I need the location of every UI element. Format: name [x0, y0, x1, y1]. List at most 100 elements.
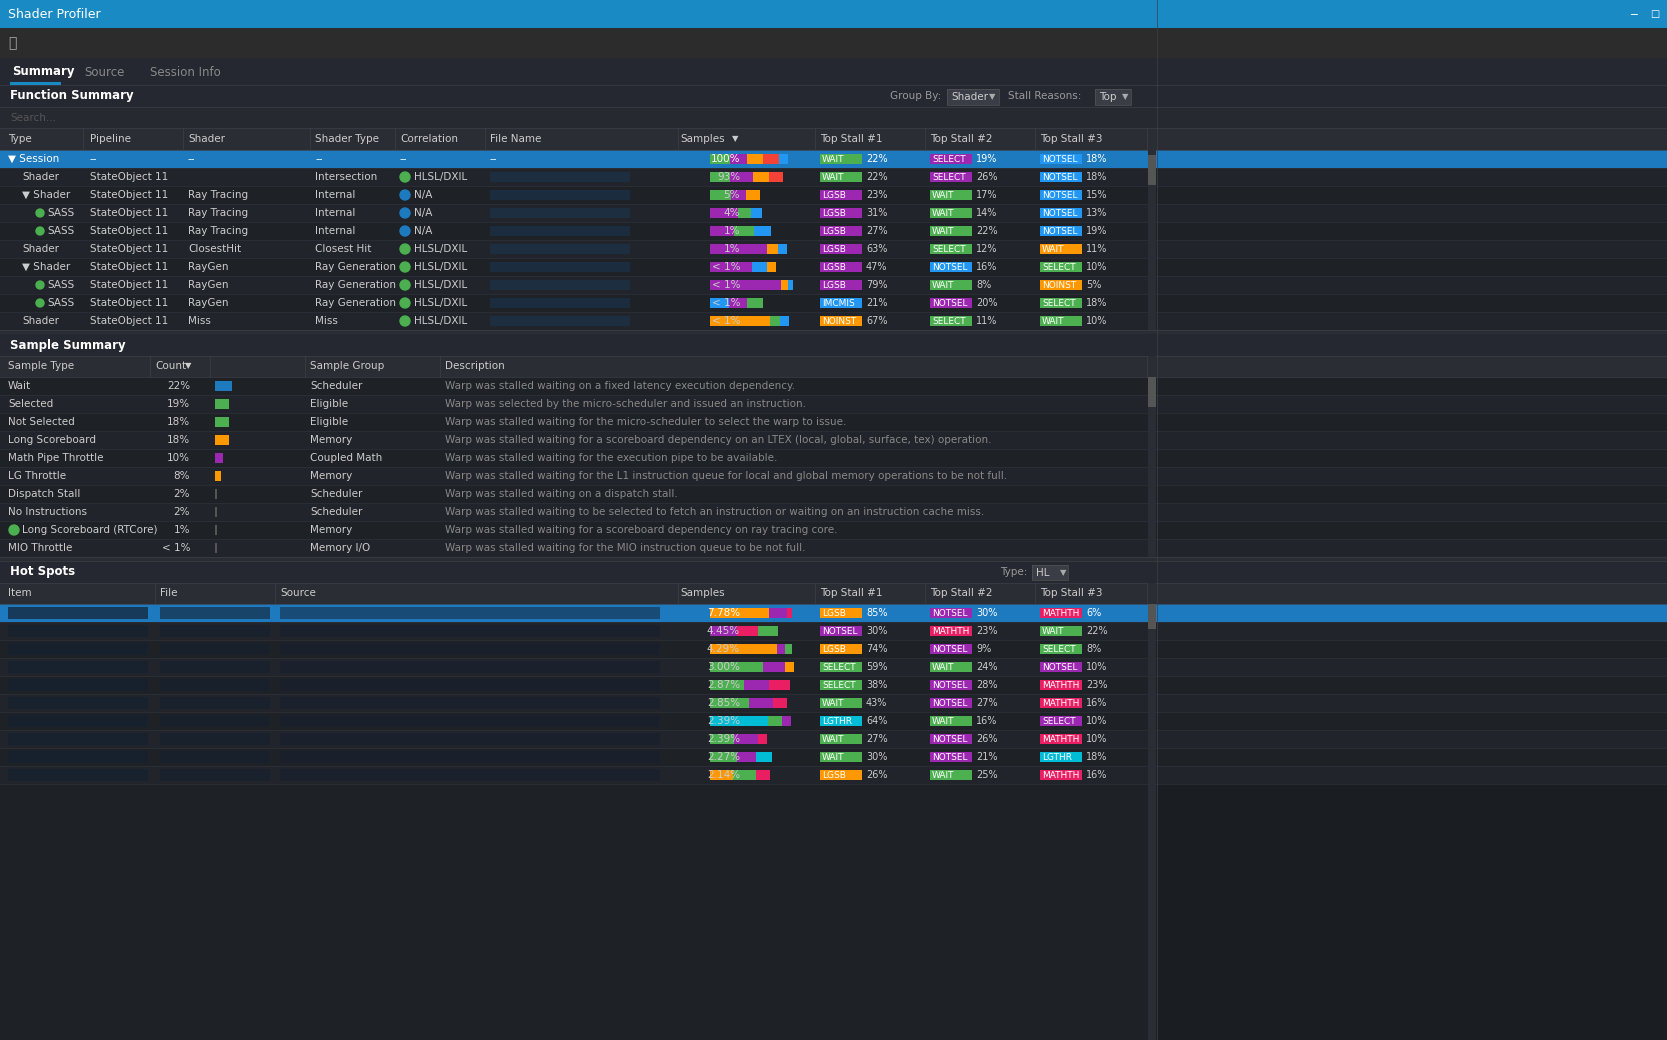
Bar — [490, 298, 630, 308]
Bar — [710, 716, 767, 726]
Bar — [215, 435, 228, 445]
Text: 19%: 19% — [1085, 226, 1107, 236]
Text: Samples: Samples — [680, 588, 725, 598]
Text: Long Scoreboard: Long Scoreboard — [8, 435, 97, 445]
Bar — [930, 698, 972, 708]
Text: Shader Profiler: Shader Profiler — [8, 7, 100, 21]
Bar — [710, 262, 752, 272]
Text: Shader Type: Shader Type — [315, 134, 378, 144]
Bar — [820, 262, 862, 272]
Bar — [733, 226, 753, 236]
Text: Ray Generation: Ray Generation — [315, 280, 397, 290]
Text: 100%: 100% — [710, 154, 740, 164]
Text: 2%: 2% — [173, 489, 190, 499]
Text: StateObject 11: StateObject 11 — [90, 280, 168, 290]
Bar — [785, 662, 793, 672]
Text: LGSB: LGSB — [822, 771, 845, 780]
Text: Wait: Wait — [8, 381, 32, 391]
Bar — [215, 471, 222, 480]
Text: LGSB: LGSB — [822, 244, 845, 254]
Text: 2%: 2% — [173, 506, 190, 517]
Bar — [733, 734, 758, 744]
Text: ▼ Session: ▼ Session — [8, 154, 60, 164]
Bar — [8, 625, 148, 636]
Bar — [280, 733, 660, 745]
Text: 18%: 18% — [1085, 154, 1107, 164]
Text: 18%: 18% — [1085, 172, 1107, 182]
Text: 5%: 5% — [723, 190, 740, 200]
Text: 16%: 16% — [1085, 698, 1107, 708]
Text: 64%: 64% — [865, 716, 887, 726]
Text: 23%: 23% — [1085, 680, 1107, 690]
Bar — [780, 316, 788, 326]
Text: 2.39%: 2.39% — [707, 716, 740, 726]
Bar — [777, 244, 787, 254]
Bar — [782, 716, 792, 726]
Text: 21%: 21% — [975, 752, 997, 762]
Text: 6%: 6% — [1085, 608, 1102, 618]
Text: 24%: 24% — [975, 662, 997, 672]
Text: 8%: 8% — [173, 471, 190, 480]
Bar — [1040, 698, 1082, 708]
Bar — [1040, 734, 1082, 744]
Bar — [0, 748, 1667, 766]
Text: 79%: 79% — [865, 280, 887, 290]
Text: 25%: 25% — [975, 770, 997, 780]
Bar — [930, 752, 972, 762]
Text: Top Stall #2: Top Stall #2 — [930, 588, 992, 598]
Bar — [0, 28, 1667, 58]
Text: Warp was stalled waiting for the micro-scheduler to select the warp to issue.: Warp was stalled waiting for the micro-s… — [445, 417, 847, 427]
Text: 43%: 43% — [865, 698, 887, 708]
Bar — [930, 298, 972, 308]
Text: RayGen: RayGen — [188, 298, 228, 308]
Text: Ray Generation: Ray Generation — [315, 262, 397, 272]
Circle shape — [400, 298, 410, 308]
Bar — [930, 208, 972, 218]
Text: 63%: 63% — [865, 244, 887, 254]
Text: Ray Tracing: Ray Tracing — [188, 226, 248, 236]
Text: 3.00%: 3.00% — [707, 662, 740, 672]
Bar — [0, 467, 1667, 485]
Bar — [820, 172, 862, 182]
Text: < 1%: < 1% — [712, 262, 740, 272]
Text: SELECT: SELECT — [932, 244, 965, 254]
Text: 4.45%: 4.45% — [707, 626, 740, 636]
Bar — [0, 0, 1667, 28]
Text: 26%: 26% — [975, 734, 997, 744]
Text: WAIT: WAIT — [932, 190, 955, 200]
Text: Warp was stalled waiting for a scoreboard dependency on an LTEX (local, global, : Warp was stalled waiting for a scoreboar… — [445, 435, 992, 445]
Bar — [0, 150, 1667, 168]
Bar — [0, 730, 1667, 748]
Bar — [747, 190, 760, 200]
Bar — [752, 262, 767, 272]
Text: 2.39%: 2.39% — [707, 734, 740, 744]
Text: 10%: 10% — [1085, 662, 1107, 672]
Bar — [1040, 662, 1082, 672]
Bar — [930, 244, 972, 254]
Bar — [930, 226, 972, 236]
Text: 16%: 16% — [975, 716, 997, 726]
Bar — [0, 622, 1667, 640]
Bar — [1032, 565, 1069, 580]
Bar — [787, 608, 792, 618]
Bar — [710, 680, 743, 690]
Bar — [730, 154, 747, 164]
Bar — [160, 643, 270, 655]
Text: Closest Hit: Closest Hit — [315, 244, 372, 254]
Text: Warp was stalled waiting for the L1 instruction queue for local and global memor: Warp was stalled waiting for the L1 inst… — [445, 471, 1007, 480]
Bar — [763, 154, 778, 164]
Bar — [1032, 565, 1069, 580]
Text: Warp was stalled waiting for the execution pipe to be available.: Warp was stalled waiting for the executi… — [445, 453, 777, 463]
Bar — [0, 712, 1667, 730]
Bar — [710, 752, 737, 762]
Text: 22%: 22% — [865, 172, 887, 182]
Bar — [0, 376, 1667, 395]
Bar — [0, 676, 1667, 694]
Text: StateObject 11: StateObject 11 — [90, 226, 168, 236]
Bar — [215, 489, 217, 499]
Text: 28%: 28% — [975, 680, 997, 690]
Bar — [0, 168, 1667, 186]
Bar — [755, 770, 770, 780]
Text: 🖫: 🖫 — [8, 36, 17, 50]
Text: LGSB: LGSB — [822, 227, 845, 235]
